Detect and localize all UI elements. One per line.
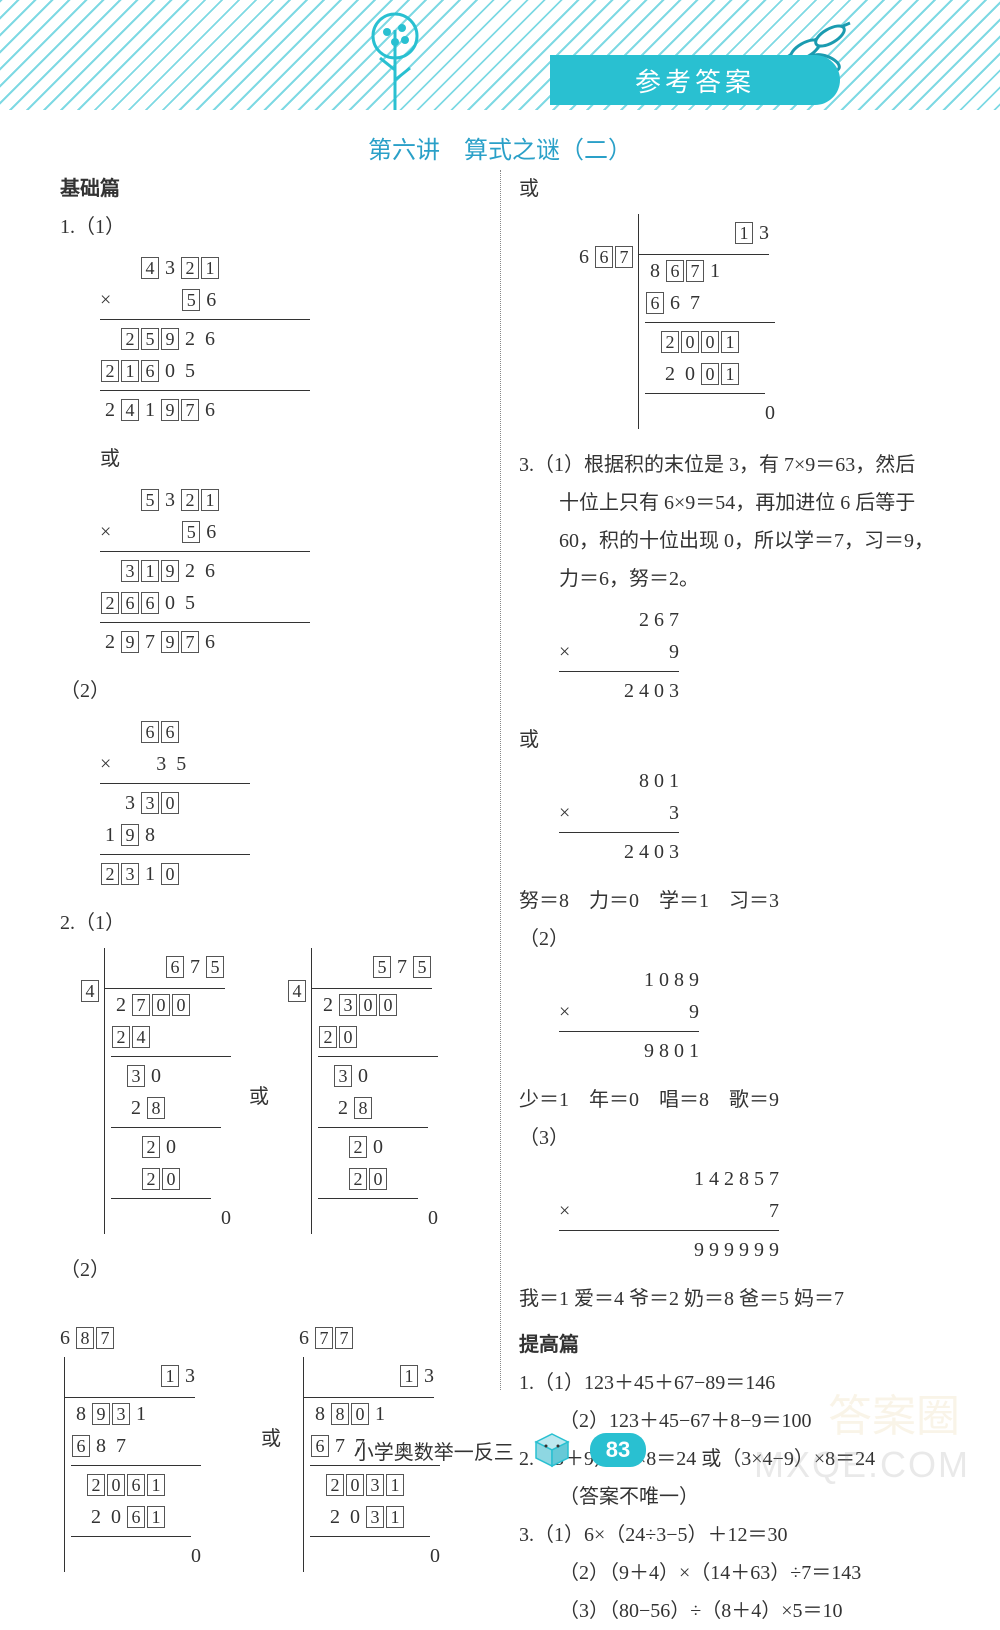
div-1a: 46 7 5 2 70024 3 0 2 8 2 0 200 — [80, 948, 231, 1237]
footer-book: 小学奥数举一反三 — [354, 1436, 514, 1465]
calc-1a: 4 3 21× 5 6 259 2 6 216 0 5 2 4 1 97 6 — [100, 252, 482, 426]
p3-2: 十位上只有 6×9＝54，再加进位 6 后等于 — [519, 484, 940, 522]
p3-3-label: （3） — [519, 1127, 569, 1149]
calc-1b: 5 3 21× 5 6 319 2 6 266 0 5 2 9 7 97 6 — [100, 484, 482, 658]
adv-3b: （2）（9＋4）×（14＋63）÷7＝143 — [519, 1554, 940, 1592]
q1-2-label: （2） — [60, 672, 482, 710]
section-advanced: 提高篇 — [519, 1326, 940, 1364]
or-r2: 或 — [519, 721, 940, 759]
div-1b: 45 7 5 2 30020 3 0 2 8 2 0 200 — [287, 948, 438, 1237]
m4-note: 我＝1 爱＝4 爷＝2 奶＝8 爸＝5 妈＝7 — [519, 1280, 940, 1318]
mul-1: 2 6 7×92 4 0 3 — [559, 604, 940, 707]
page-number: 83 — [590, 1433, 646, 1467]
or-r: 或 — [519, 170, 940, 208]
section-basic: 基础篇 — [60, 170, 482, 208]
watermark-url: MXQE.COM — [754, 1444, 970, 1486]
m2-note: 努＝8 力＝0 学＝1 习＝3 — [519, 882, 940, 920]
div-r: 6 671 3 8 67 1 6 6 7 2001 2 0 010 — [579, 214, 940, 432]
content: 基础篇 1.（1） 4 3 21× 5 6 259 2 6 216 0 5 2 … — [60, 170, 940, 1390]
mul-2: 8 0 1×32 4 0 3 — [559, 765, 940, 868]
or-2: 或 — [249, 1078, 269, 1116]
q1-label: 1.（1） — [60, 208, 482, 246]
p3-1: 3.（1）根据积的末位是 3，有 7×9＝63，然后 — [519, 446, 940, 484]
adv-3a: 3.（1）6×（24÷3−5）＋12＝30 — [519, 1516, 940, 1554]
banner: 参考答案 — [550, 55, 840, 105]
lesson-title: 第六讲 算式之谜（二） — [0, 130, 1000, 165]
p3-3: 60，积的十位出现 0，所以学＝7，习＝9， — [519, 522, 940, 560]
p3-2-label: （2） — [519, 928, 569, 950]
mul-4: 1 4 2 8 5 7×79 9 9 9 9 9 — [559, 1163, 940, 1266]
or-1: 或 — [100, 440, 482, 478]
q2-2-label: （2） — [60, 1251, 482, 1289]
q2-label: 2.（1） — [60, 904, 482, 942]
tree-icon — [360, 10, 430, 110]
left-column: 基础篇 1.（1） 4 3 21× 5 6 259 2 6 216 0 5 2 … — [60, 170, 500, 1390]
adv-3c: （3）（80−56）÷（8＋4）×5＝10 — [519, 1592, 940, 1630]
m3-note: 少＝1 年＝0 唱＝8 歌＝9 — [519, 1081, 940, 1119]
watermark-cn: 答案圈 — [828, 1380, 960, 1444]
p3-4: 力＝6，努＝2。 — [519, 560, 940, 598]
cube-icon — [532, 1430, 572, 1470]
mul-3: 1 0 8 9×99 8 0 1 — [559, 964, 940, 1067]
calc-1c: 66× 3 5 3 30 1 9 8 23 1 0 — [100, 716, 482, 890]
right-column: 或 6 671 3 8 67 1 6 6 7 2001 2 0 010 3.（1… — [500, 170, 940, 1390]
